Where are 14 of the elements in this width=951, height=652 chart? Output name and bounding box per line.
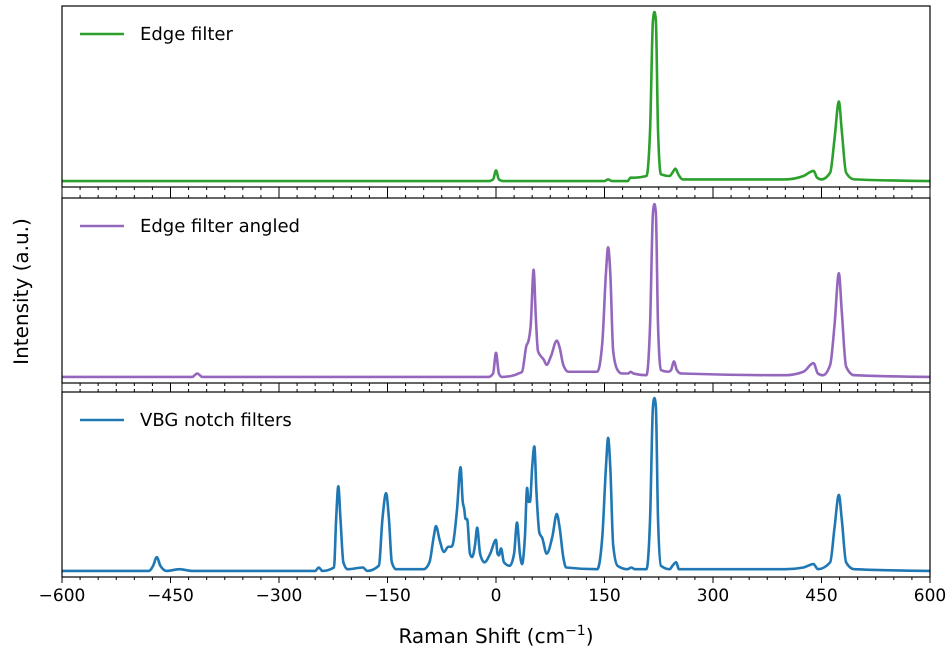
x-tick-label: 450 <box>805 586 838 606</box>
legend-label: Edge filter <box>140 24 234 45</box>
x-tick-label: 0 <box>490 586 502 606</box>
x-axis-title: Raman Shift (cm$^{−1}$) <box>398 623 594 648</box>
y-axis-title: Intensity (a.u.) <box>9 218 33 365</box>
x-tick-label: −600 <box>38 586 86 606</box>
x-tick-label: 300 <box>696 586 730 606</box>
legend-label: Edge filter angled <box>140 216 300 237</box>
x-tick-label: −150 <box>364 586 411 606</box>
legend-label: VBG notch filters <box>140 410 292 431</box>
x-tick-label: −300 <box>256 586 302 606</box>
x-tick-label: 150 <box>588 586 621 606</box>
x-tick-label: 600 <box>914 586 946 606</box>
x-tick-label: −450 <box>147 586 194 606</box>
